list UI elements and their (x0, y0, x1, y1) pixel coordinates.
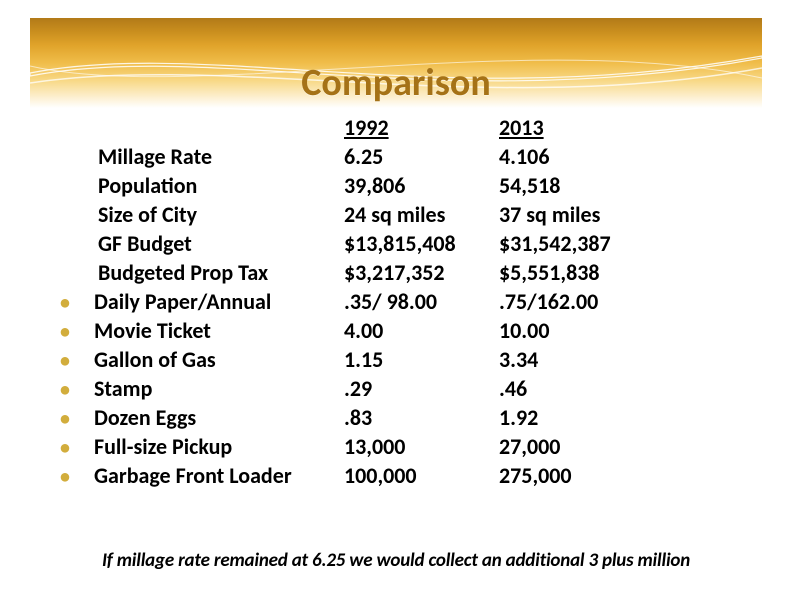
row-value-2013: 1.92 (499, 404, 659, 433)
header-col-2013: 2013 (499, 114, 659, 143)
row-value-2013: 54,518 (499, 172, 659, 201)
row-value-1992: .29 (344, 375, 499, 404)
row-value-2013: $5,551,838 (499, 259, 659, 288)
bullet-icon: • (60, 409, 94, 429)
row-value-2013: 10.00 (499, 317, 659, 346)
row-value-2013: $31,542,387 (499, 230, 659, 259)
row-label: Movie Ticket (94, 317, 344, 346)
comparison-table: • 1992 2013 •Millage Rate6.254.106•Popul… (60, 114, 732, 491)
table-row: •Size of City24 sq miles37 sq miles (60, 201, 732, 230)
table-row: •Budgeted Prop Tax$3,217,352$5,551,838 (60, 259, 732, 288)
bullet-icon: • (60, 322, 94, 342)
row-label: Daily Paper/Annual (94, 288, 344, 317)
row-value-1992: .35/ 98.00 (344, 288, 499, 317)
table-row: •Millage Rate6.254.106 (60, 143, 732, 172)
row-label: Garbage Front Loader (94, 462, 344, 491)
row-value-2013: 4.106 (499, 143, 659, 172)
table-row: •Gallon of Gas1.153.34 (60, 346, 732, 375)
row-value-1992: 1.15 (344, 346, 499, 375)
row-label: Dozen Eggs (94, 404, 344, 433)
slide-title: Comparison (0, 60, 792, 106)
row-label: Size of City (94, 201, 344, 230)
bullet-icon: • (60, 438, 94, 458)
row-value-1992: $3,217,352 (344, 259, 499, 288)
table-row: •Movie Ticket4.0010.00 (60, 317, 732, 346)
row-label: Budgeted Prop Tax (94, 259, 344, 288)
row-value-2013: .46 (499, 375, 659, 404)
header-col-1992: 1992 (344, 114, 499, 143)
row-label: Gallon of Gas (94, 346, 344, 375)
row-value-2013: 37 sq miles (499, 201, 659, 230)
row-label: Stamp (94, 375, 344, 404)
row-label: Full-size Pickup (94, 433, 344, 462)
table-row: •Dozen Eggs.831.92 (60, 404, 732, 433)
table-row: •Population39,80654,518 (60, 172, 732, 201)
row-value-1992: 13,000 (344, 433, 499, 462)
row-value-1992: 6.25 (344, 143, 499, 172)
row-value-1992: .83 (344, 404, 499, 433)
bullet-icon: • (60, 380, 94, 400)
row-value-1992: 24 sq miles (344, 201, 499, 230)
row-value-2013: 275,000 (499, 462, 659, 491)
bullet-icon: • (60, 293, 94, 313)
row-value-1992: $13,815,408 (344, 230, 499, 259)
row-value-2013: .75/162.00 (499, 288, 659, 317)
table-row: •Garbage Front Loader100,000275,000 (60, 462, 732, 491)
footnote-text: If millage rate remained at 6.25 we woul… (0, 549, 792, 572)
row-label: Population (94, 172, 344, 201)
bullet-icon: • (60, 351, 94, 371)
table-row: •Daily Paper/Annual.35/ 98.00.75/162.00 (60, 288, 732, 317)
bullet-icon: • (60, 467, 94, 487)
table-header: • 1992 2013 (60, 114, 732, 143)
table-row: •GF Budget$13,815,408$31,542,387 (60, 230, 732, 259)
row-label: GF Budget (94, 230, 344, 259)
table-row: •Stamp.29.46 (60, 375, 732, 404)
row-value-1992: 4.00 (344, 317, 499, 346)
row-label: Millage Rate (94, 143, 344, 172)
row-value-2013: 3.34 (499, 346, 659, 375)
row-value-1992: 39,806 (344, 172, 499, 201)
row-value-1992: 100,000 (344, 462, 499, 491)
table-row: •Full-size Pickup13,00027,000 (60, 433, 732, 462)
row-value-2013: 27,000 (499, 433, 659, 462)
